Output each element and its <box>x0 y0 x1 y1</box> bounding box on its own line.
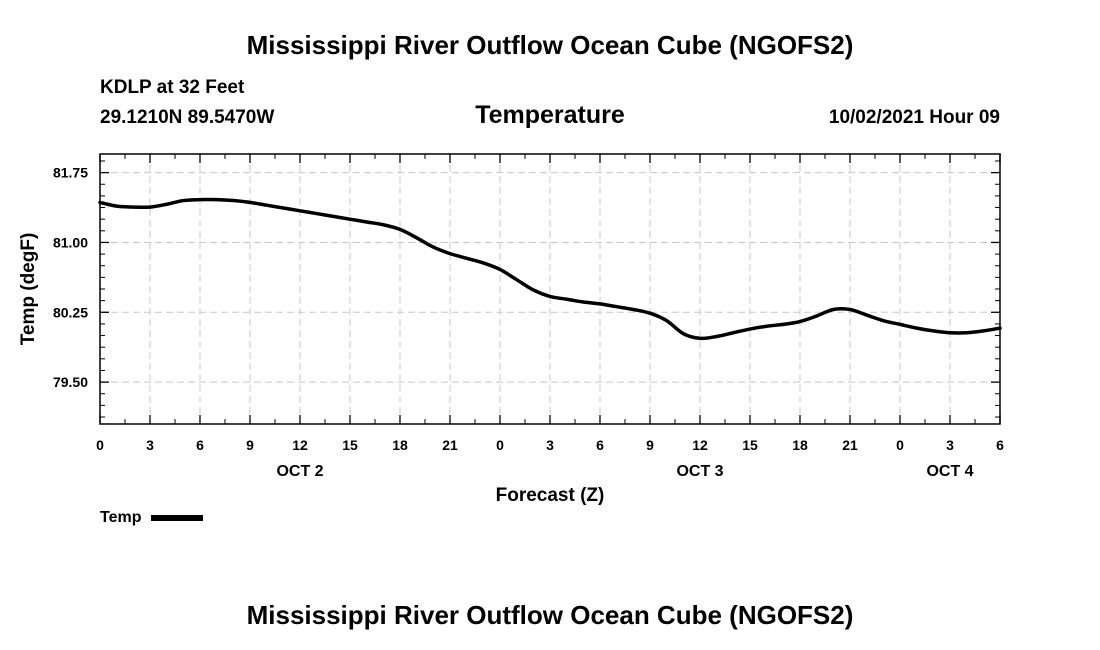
legend-label: Temp <box>100 509 142 526</box>
chart-title: Temperature <box>475 101 625 129</box>
x-tick-label: 9 <box>246 437 254 453</box>
x-tick-label: 6 <box>596 437 604 453</box>
x-tick-label: 15 <box>742 437 758 453</box>
y-tick-label: 81.75 <box>53 165 88 181</box>
x-tick-label: 0 <box>96 437 104 453</box>
x-tick-label: 3 <box>946 437 954 453</box>
station-label: KDLP at 32 Feet <box>100 77 245 98</box>
datetime-label: 10/02/2021 Hour 09 <box>828 107 1000 128</box>
y-tick-label: 80.25 <box>53 304 88 320</box>
x-tick-label: 12 <box>292 437 308 453</box>
x-tick-label: 12 <box>692 437 708 453</box>
x-axis-title: Forecast (Z) <box>496 485 605 506</box>
x-tick-label: 3 <box>146 437 154 453</box>
legend-line-swatch <box>151 515 204 521</box>
x-tick-label: 0 <box>496 437 504 453</box>
y-tick-label: 81.00 <box>53 234 88 250</box>
x-tick-label: 18 <box>792 437 808 453</box>
x-tick-label: 6 <box>196 437 204 453</box>
x-tick-label: 21 <box>842 437 858 453</box>
temp-series-line <box>98 197 1002 341</box>
x-tick-label: 18 <box>392 437 408 453</box>
x-tick-label: 0 <box>896 437 904 453</box>
y-axis-title: Temp (degF) <box>18 233 39 346</box>
date-label: OCT 3 <box>676 463 723 480</box>
x-tick-label: 3 <box>546 437 554 453</box>
x-tick-label: 21 <box>442 437 458 453</box>
legend: Temp <box>100 509 204 527</box>
footer-title: Mississippi River Outflow Ocean Cube (NG… <box>246 600 854 630</box>
x-tick-label: 9 <box>646 437 654 453</box>
coordinates-label: 29.1210N 89.5470W <box>100 107 275 128</box>
x-tick-label: 6 <box>996 437 1004 453</box>
date-label: OCT 2 <box>276 463 323 480</box>
x-tick-label: 15 <box>342 437 358 453</box>
date-label: OCT 4 <box>926 463 973 480</box>
y-tick-label: 79.50 <box>53 374 88 390</box>
figure-title: Mississippi River Outflow Ocean Cube (NG… <box>246 30 854 60</box>
